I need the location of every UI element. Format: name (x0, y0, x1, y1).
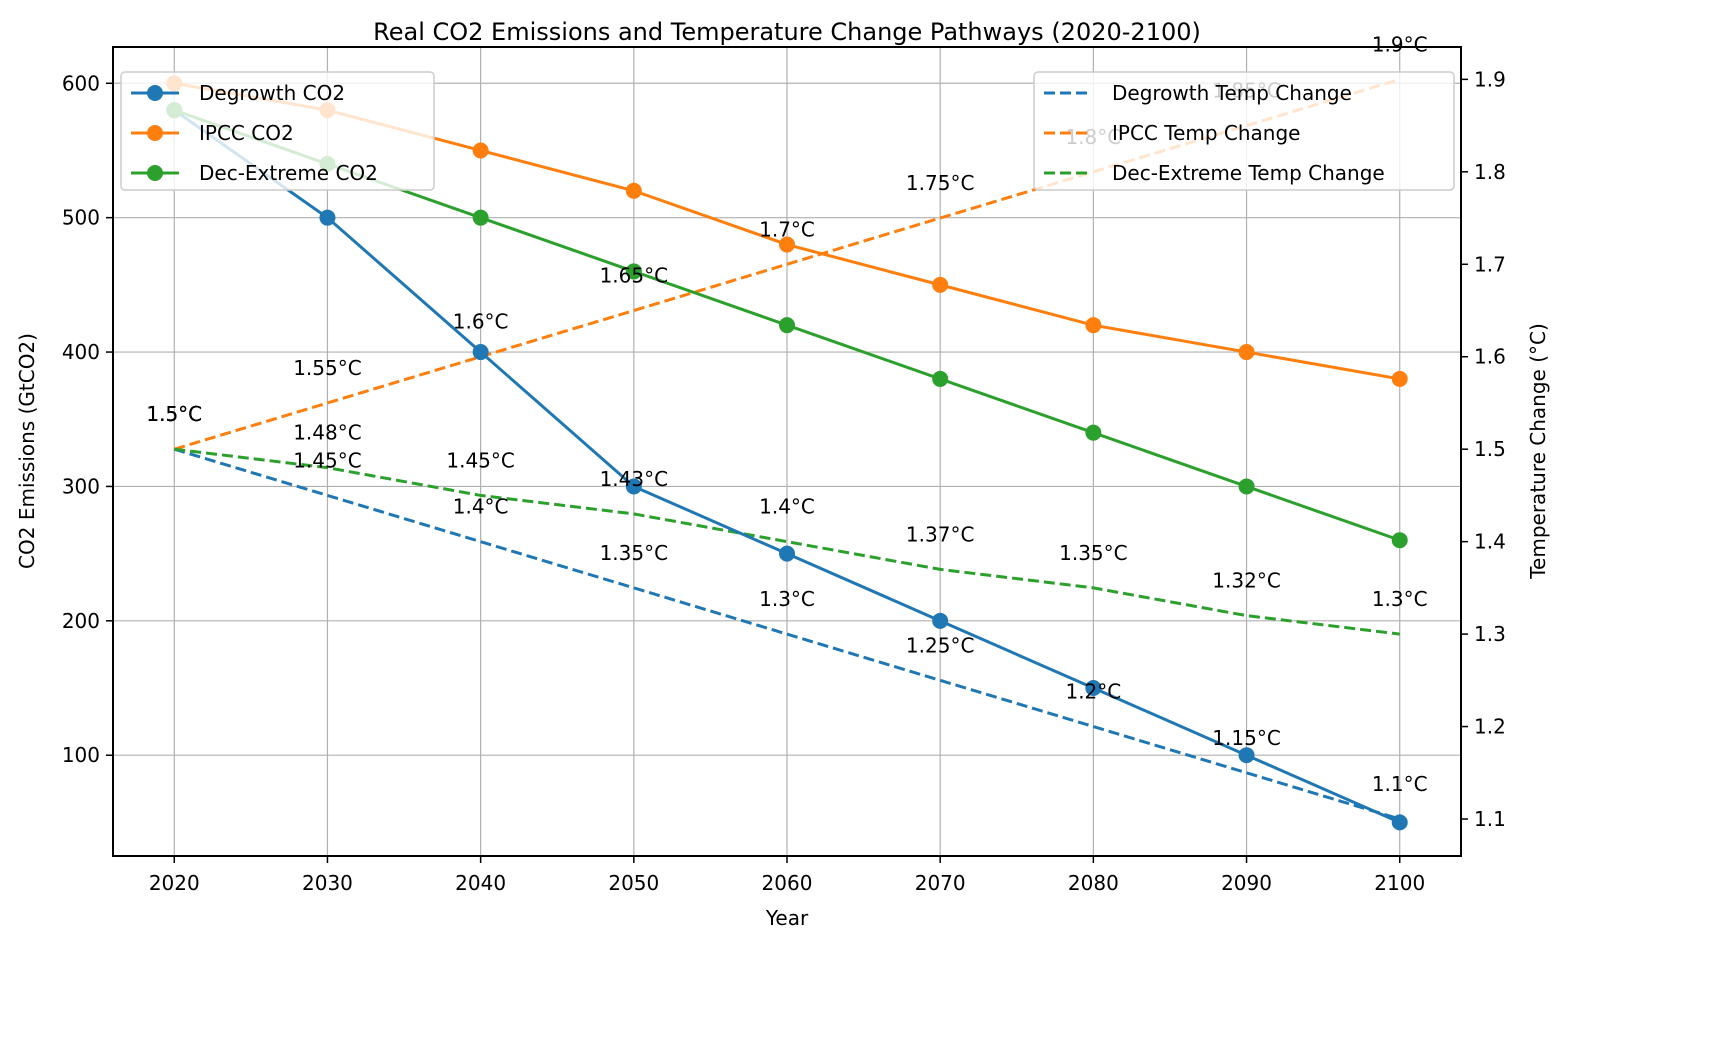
marker-degrowth-co2 (1391, 814, 1408, 831)
marker-degrowth-co2 (1238, 747, 1255, 764)
marker-degrowth-co2 (625, 478, 642, 495)
y2-tick-label: 1.6 (1474, 345, 1506, 369)
x-axis-label: Year (765, 906, 809, 930)
y-tick-label: 100 (62, 743, 100, 767)
y2-tick-label: 1.7 (1474, 252, 1506, 276)
legend-marker-ipcc-co2 (147, 125, 163, 141)
data-label-degrowth-temp-change: 1.15°C (1212, 726, 1281, 750)
marker-ipcc-co2 (472, 142, 489, 159)
x-axis: 2020 2030 2040 2050 2060 2070 2080 2090 2100 (149, 856, 1425, 895)
data-label-degrowth-temp-change: 1.3°C (759, 587, 815, 611)
line-degrowth-temp-change (173, 447, 1401, 821)
data-label-dec-extreme-temp-change: 1.48°C (293, 421, 362, 445)
legend-marker-degrowth-co2 (147, 85, 163, 101)
legend-label-ipcc-temp-change: IPCC Temp Change (1112, 121, 1300, 145)
marker-ipcc-co2 (1391, 370, 1408, 387)
data-label-dec-extreme-temp-change: 1.4°C (759, 495, 815, 519)
y-tick-label: 200 (62, 609, 100, 633)
data-label-ipcc-temp-change: 1.5°C (146, 402, 202, 426)
marker-degrowth-co2 (932, 612, 949, 629)
y2-tick-label: 1.1 (1474, 807, 1506, 831)
y2-tick-label: 1.2 (1474, 715, 1506, 739)
marker-degrowth-co2 (1085, 680, 1102, 697)
legend-box (120, 71, 435, 191)
data-label-degrowth-temp-change: 1.2°C (1065, 680, 1121, 704)
data-label-dec-extreme-temp-change: 1.32°C (1212, 569, 1281, 593)
x-tick-label: 2100 (1374, 871, 1425, 895)
data-label-ipcc-temp-change: 1.9°C (1372, 32, 1428, 56)
y2-axis-label: Temperature Change (°C) (1526, 323, 1550, 580)
marker-ipcc-co2 (932, 276, 949, 293)
data-label-ipcc-temp-change: 1.6°C (453, 310, 509, 334)
y2-tick-label: 1.5 (1474, 437, 1506, 461)
data-label-dec-extreme-temp-change: 1.5°C (146, 402, 202, 426)
data-label-dec-extreme-temp-change: 1.43°C (600, 467, 669, 491)
data-label-dec-extreme-temp-change: 1.35°C (1059, 541, 1128, 565)
x-tick-label: 2060 (762, 871, 813, 895)
marker-dec-extreme-co2 (932, 370, 949, 387)
legend-label-ipcc-co2: IPCC CO2 (199, 121, 294, 145)
x-tick-label: 2080 (1068, 871, 1119, 895)
x-tick-label: 2070 (915, 871, 966, 895)
marker-ipcc-co2 (1085, 317, 1102, 334)
data-label-ipcc-temp-change: 1.55°C (293, 356, 362, 380)
legend-label-degrowth-co2: Degrowth CO2 (199, 81, 345, 105)
legend-marker-dec-extreme-co2 (147, 165, 163, 181)
y2-tick-label: 1.8 (1474, 160, 1506, 184)
marker-dec-extreme-co2 (472, 209, 489, 226)
line-dec-extreme-temp-change (174, 447, 1400, 636)
marker-ipcc-co2 (779, 236, 795, 253)
data-label-ipcc-temp-change: 1.75°C (906, 171, 975, 195)
y2-tick-label: 1.9 (1474, 67, 1506, 91)
marker-dec-extreme-co2 (1391, 532, 1408, 549)
chart-title: Real CO2 Emissions and Temperature Chang… (373, 18, 1201, 46)
data-label-ipcc-temp-change: 1.7°C (759, 217, 815, 241)
data-label-degrowth-temp-change: 1.4°C (453, 495, 509, 519)
marker-dec-extreme-co2 (1085, 424, 1102, 441)
data-label-dec-extreme-temp-change: 1.37°C (906, 522, 975, 546)
x-tick-label: 2020 (149, 871, 200, 895)
legend-label-dec-extreme-co2: Dec-Extreme CO2 (199, 161, 378, 185)
legend-label-degrowth-temp-change: Degrowth Temp Change (1112, 81, 1352, 105)
y-tick-label: 600 (62, 71, 100, 95)
x-tick-label: 2050 (608, 871, 659, 895)
marker-dec-extreme-co2 (1238, 478, 1255, 495)
data-label-degrowth-temp-change: 1.5°C (146, 402, 202, 426)
data-label-degrowth-temp-change: 1.45°C (293, 448, 362, 472)
x-tick-label: 2030 (302, 871, 353, 895)
legend-box (1033, 71, 1455, 191)
y-axis-left: 100 200 300 400 500 600 (62, 71, 113, 767)
legend-temp: Degrowth Temp Change IPCC Temp Change Dec-… (1033, 71, 1455, 191)
marker-degrowth-co2 (319, 209, 336, 226)
marker-dec-extreme-co2 (779, 317, 795, 334)
data-label-degrowth-temp-change: 1.1°C (1372, 772, 1428, 796)
y2-tick-label: 1.4 (1474, 530, 1506, 554)
x-tick-label: 2090 (1221, 871, 1272, 895)
y-tick-label: 300 (62, 474, 100, 498)
y-axis-label: CO2 Emissions (GtCO2) (15, 333, 39, 569)
y-axis-right: 1.1 1.2 1.3 1.4 1.5 1.6 1.7 1.8 1.9 (1461, 67, 1506, 831)
marker-dec-extreme-co2 (625, 263, 642, 280)
y-tick-label: 400 (62, 340, 100, 364)
data-label-degrowth-temp-change: 1.35°C (600, 541, 669, 565)
data-label-ipcc-temp-change: 1.65°C (600, 264, 669, 288)
marker-ipcc-co2 (1238, 344, 1255, 361)
data-label-degrowth-temp-change: 1.25°C (906, 633, 975, 657)
marker-degrowth-co2 (779, 545, 795, 562)
data-label-dec-extreme-temp-change: 1.45°C (446, 448, 515, 472)
legend-label-dec-extreme-temp-change: Dec-Extreme Temp Change (1112, 161, 1385, 185)
legend-co2: Degrowth CO2 IPCC CO2 Dec-Extreme CO2 (120, 71, 435, 191)
marker-ipcc-co2 (625, 182, 642, 199)
x-tick-label: 2040 (455, 871, 506, 895)
y2-tick-label: 1.3 (1474, 622, 1506, 646)
marker-degrowth-co2 (472, 344, 489, 361)
data-label-dec-extreme-temp-change: 1.3°C (1372, 587, 1428, 611)
y-tick-label: 500 (62, 206, 100, 230)
